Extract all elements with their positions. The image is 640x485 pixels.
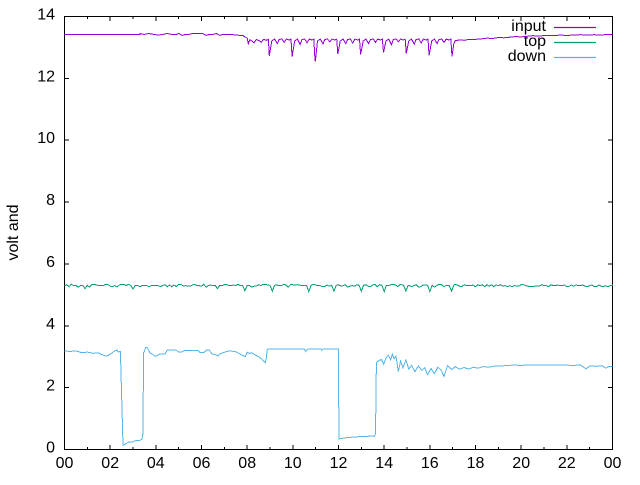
svg-text:00: 00 bbox=[56, 455, 74, 472]
svg-text:0: 0 bbox=[46, 440, 55, 457]
svg-text:20: 20 bbox=[512, 455, 530, 472]
svg-text:10: 10 bbox=[37, 130, 55, 147]
svg-text:00: 00 bbox=[604, 455, 622, 472]
svg-text:8: 8 bbox=[46, 192, 55, 209]
svg-text:input: input bbox=[511, 18, 546, 35]
svg-text:22: 22 bbox=[558, 455, 576, 472]
svg-text:14: 14 bbox=[375, 455, 393, 472]
svg-text:18: 18 bbox=[467, 455, 485, 472]
svg-text:down: down bbox=[508, 48, 546, 65]
svg-text:volt and: volt and bbox=[5, 204, 22, 260]
svg-text:08: 08 bbox=[238, 455, 256, 472]
svg-text:top: top bbox=[524, 33, 546, 50]
svg-text:12: 12 bbox=[37, 68, 55, 85]
svg-text:04: 04 bbox=[147, 455, 165, 472]
svg-text:02: 02 bbox=[101, 455, 119, 472]
svg-text:2: 2 bbox=[46, 378, 55, 395]
svg-text:06: 06 bbox=[193, 455, 211, 472]
svg-text:4: 4 bbox=[46, 316, 55, 333]
svg-text:10: 10 bbox=[284, 455, 302, 472]
svg-text:14: 14 bbox=[37, 7, 55, 24]
svg-text:12: 12 bbox=[330, 455, 348, 472]
svg-text:6: 6 bbox=[46, 254, 55, 271]
svg-text:16: 16 bbox=[421, 455, 439, 472]
